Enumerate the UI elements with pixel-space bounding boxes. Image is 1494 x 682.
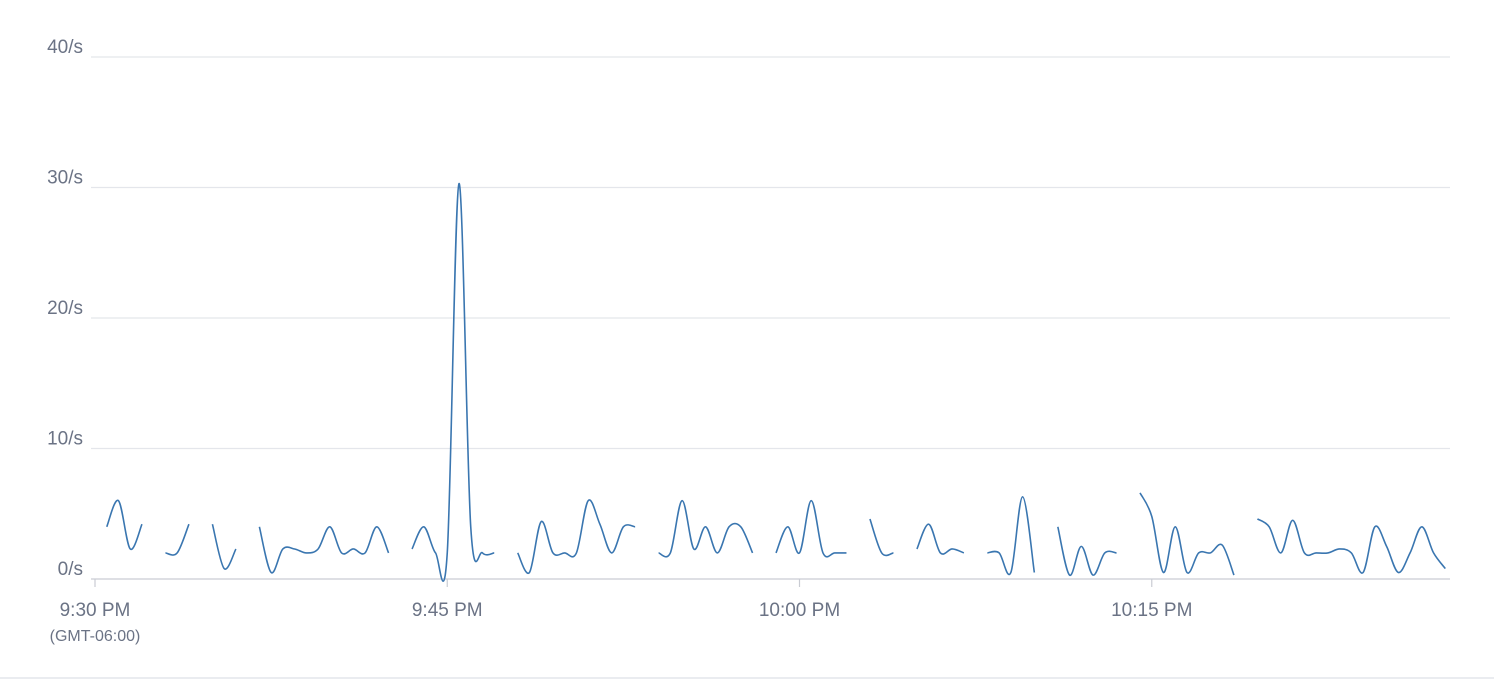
x-axis-sublabel: (GMT-06:00) xyxy=(50,628,141,645)
series-line xyxy=(916,523,965,555)
y-tick-label: 0/s xyxy=(58,559,83,580)
series-line xyxy=(1139,492,1235,576)
series-line xyxy=(869,518,894,557)
x-tick-label: 10:00 PM xyxy=(759,600,840,621)
y-tick-label: 20/s xyxy=(47,298,83,319)
y-tick-label: 10/s xyxy=(47,429,83,450)
x-tick-label: 10:15 PM xyxy=(1111,600,1192,621)
series-line xyxy=(411,182,495,583)
series-line xyxy=(987,495,1036,576)
series-line xyxy=(105,499,143,551)
y-tick-label: 40/s xyxy=(47,37,83,58)
series-line xyxy=(211,523,237,570)
x-tick-label: 9:45 PM xyxy=(412,600,483,621)
series-line xyxy=(658,499,754,558)
series-line xyxy=(775,499,847,558)
series-line xyxy=(258,526,390,574)
series-line xyxy=(516,499,636,575)
series-line xyxy=(1256,518,1446,574)
series-line xyxy=(165,523,190,556)
series-line xyxy=(1057,526,1117,576)
y-tick-label: 30/s xyxy=(47,168,83,189)
x-tick-label: 9:30 PM xyxy=(60,600,131,621)
